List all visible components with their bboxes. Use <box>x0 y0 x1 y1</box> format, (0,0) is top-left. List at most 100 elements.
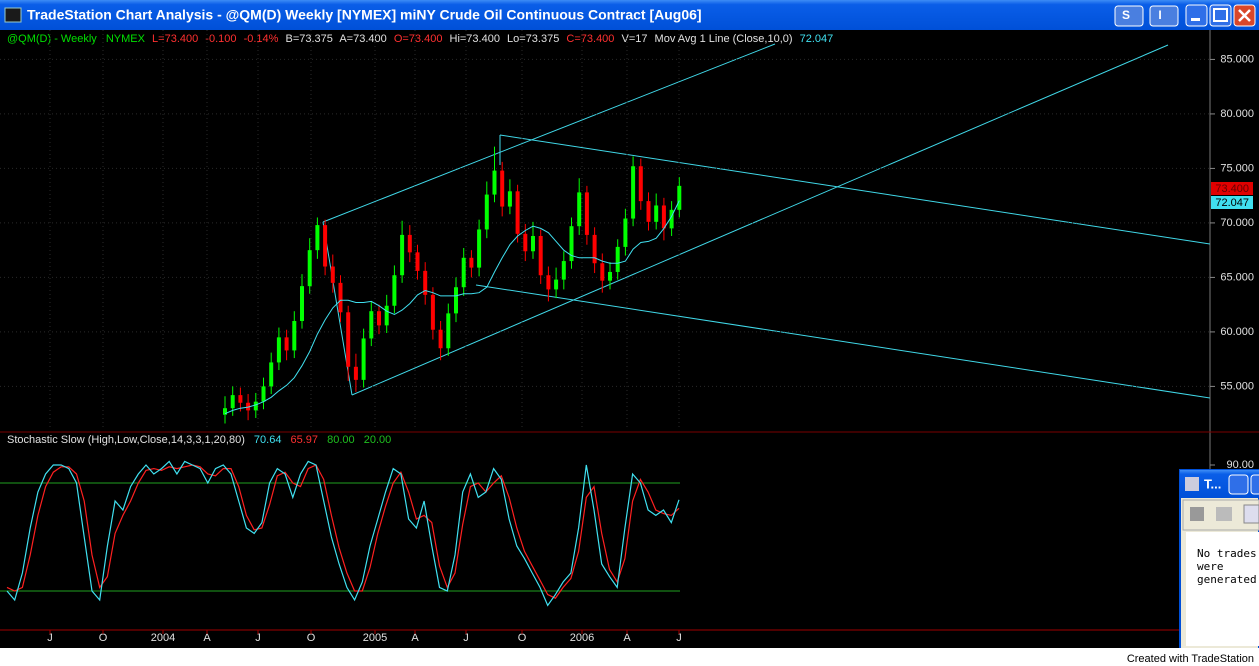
title-bar <box>0 0 1259 30</box>
candle-body <box>507 191 512 207</box>
minimize-button[interactable] <box>1185 4 1208 27</box>
candle-body <box>638 166 643 202</box>
y-tick-label: 55.000 <box>1220 380 1254 392</box>
exchange: NYMEX <box>106 33 146 45</box>
close-glyph <box>1238 9 1251 22</box>
maximize-glyph <box>1213 8 1228 22</box>
candle-body <box>523 233 528 252</box>
candle-body <box>300 286 304 322</box>
x-tick-label: A <box>203 632 211 644</box>
candle-body <box>584 192 589 235</box>
y-tick-label: 75.000 <box>1220 162 1254 174</box>
last-price-badge <box>1211 182 1253 195</box>
d-value: 65.97 <box>291 434 319 446</box>
print-icon[interactable] <box>1216 507 1232 521</box>
s-button-label[interactable]: S <box>1122 8 1130 22</box>
ask: A=73.400 <box>339 33 386 45</box>
pct-change: -0.14% <box>244 33 279 45</box>
s-button[interactable] <box>1114 5 1144 27</box>
i-button-label[interactable]: I <box>1158 8 1161 22</box>
volume: V=17 <box>621 33 647 45</box>
candle-body <box>323 225 328 267</box>
stochastic-title: Stochastic Slow (High,Low,Close,14,3,3,1… <box>7 434 245 446</box>
candle-body <box>561 261 566 280</box>
candle-body <box>230 395 235 409</box>
trades-content <box>1186 532 1259 646</box>
candle-body <box>292 321 297 351</box>
y-tick-label: 80.000 <box>1220 108 1254 120</box>
candle-body <box>392 275 397 306</box>
footer: Created with TradeStation <box>1127 653 1254 665</box>
trades-title: T... <box>1204 476 1221 491</box>
candle-body <box>284 337 289 351</box>
trades-message: were <box>1197 560 1224 573</box>
trades-maximize[interactable] <box>1250 474 1259 495</box>
i-button[interactable] <box>1149 5 1179 27</box>
stochastic-header: Stochastic Slow (High,Low,Close,14,3,3,1… <box>7 434 391 446</box>
trades-message: No trades <box>1197 547 1257 560</box>
candle-body <box>600 263 605 281</box>
save-icon[interactable] <box>1190 507 1204 521</box>
stochastic-panel <box>0 460 680 607</box>
oversold-value: 20.00 <box>364 434 392 446</box>
x-tick-label: 2006 <box>570 632 594 644</box>
candle-body <box>361 338 366 380</box>
minimize-glyph <box>1191 18 1200 21</box>
x-tick-label: J <box>463 632 469 644</box>
candle-body <box>377 311 381 326</box>
close: C=73.400 <box>566 33 614 45</box>
symbol: @QM(D) - Weekly <box>7 33 97 45</box>
candle-body <box>423 270 428 295</box>
candle-body <box>238 395 243 403</box>
candle-body <box>353 366 358 380</box>
candle-body <box>330 266 335 283</box>
ma-value: 72.047 <box>800 33 834 45</box>
y-tick-label: 70.000 <box>1220 217 1254 229</box>
candle-body <box>415 252 420 271</box>
app-icon <box>4 7 22 23</box>
x-tick-label: 2005 <box>363 632 387 644</box>
candle-body <box>500 170 505 207</box>
y-tick-label: 60.000 <box>1220 326 1254 338</box>
trendline <box>351 44 1169 396</box>
axes: 55.000 60.000 65.000 70.000 75.000 80.000 85.0… <box>47 53 1254 644</box>
tool-icon[interactable] <box>1243 504 1259 524</box>
candle-body <box>515 191 520 234</box>
candle-body <box>384 305 389 326</box>
candle-body <box>246 402 251 411</box>
trendline <box>475 284 1210 399</box>
candle-body <box>223 408 227 415</box>
y-tick-label: 85.000 <box>1220 53 1254 65</box>
bid: B=73.375 <box>285 33 332 45</box>
candle-body <box>484 194 489 230</box>
candle-body <box>454 287 458 314</box>
high: Hi=73.400 <box>450 33 500 45</box>
candle-body <box>531 235 535 252</box>
candle-body <box>253 401 258 411</box>
x-tick-label: J <box>676 632 682 644</box>
ma-badge <box>1211 196 1253 209</box>
trades-minimize[interactable] <box>1228 474 1249 495</box>
candle-body <box>315 225 320 251</box>
candle-body <box>430 294 435 330</box>
candle-body <box>469 257 474 268</box>
candle-body <box>407 234 412 253</box>
candle-body <box>269 362 274 387</box>
last-price-label: 73.400 <box>1215 183 1249 195</box>
candle-body <box>661 205 666 229</box>
k-value: 70.64 <box>254 434 282 446</box>
trades-icon <box>1185 477 1199 491</box>
window-title: TradeStation Chart Analysis - @QM(D) Wee… <box>27 7 702 23</box>
candle-body <box>346 312 351 367</box>
candle-body <box>261 386 266 402</box>
stochastic-line <box>6 460 680 607</box>
y-tick-label: 90.00 <box>1226 459 1254 471</box>
candle-body <box>646 201 651 222</box>
x-tick-label: 2004 <box>151 632 175 644</box>
y-tick-label: 65.000 <box>1220 271 1254 283</box>
candle-body <box>569 226 574 262</box>
price-panel <box>0 30 1210 430</box>
open: O=73.400 <box>394 33 443 45</box>
trendlines <box>322 43 1210 399</box>
last: L=73.400 <box>152 33 198 45</box>
